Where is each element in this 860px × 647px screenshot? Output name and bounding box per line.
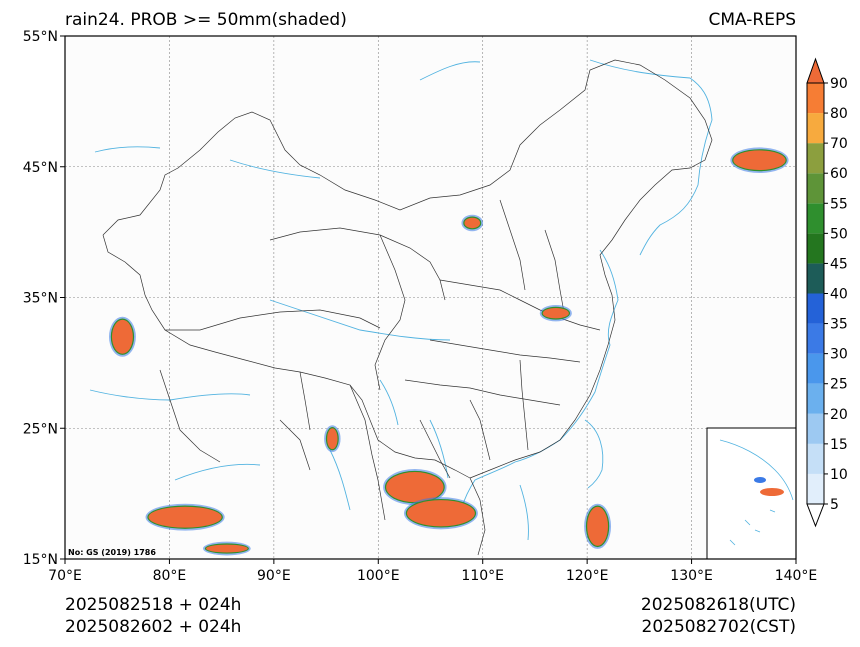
colorbar-label: 40 bbox=[830, 287, 848, 303]
lon-tick-label: 140°E bbox=[775, 568, 818, 584]
south-china-sea-inset bbox=[706, 427, 797, 560]
lat-tick-label: 15°N bbox=[23, 552, 58, 568]
colorbar-label: 50 bbox=[830, 226, 848, 242]
colorbar-label: 90 bbox=[830, 76, 848, 92]
map-axes: 55°N 45°N 35°N 25°N 15°N70°E 80°E 90°E 100°E 110… bbox=[23, 29, 818, 584]
colorbar-segment bbox=[807, 473, 824, 504]
lat-tick-label: 25°N bbox=[23, 421, 58, 437]
colorbar-segment bbox=[807, 323, 824, 354]
review-number: No: GS (2019) 1786 bbox=[68, 548, 156, 557]
lat-tick-label: 35°N bbox=[23, 291, 58, 307]
prob-high bbox=[327, 428, 338, 450]
colorbar-label: 70 bbox=[830, 136, 848, 152]
model-name: CMA-REPS bbox=[708, 10, 796, 30]
init-time-utc: 2025082518 + 024h bbox=[65, 595, 241, 615]
colorbar-segment bbox=[807, 113, 824, 144]
lon-tick-label: 130°E bbox=[670, 568, 713, 584]
colorbar-segment bbox=[807, 293, 824, 324]
colorbar-label: 55 bbox=[830, 196, 848, 212]
colorbar: 5 10 15 20 25 30 35 40 45 50 55 60 70 80 90 bbox=[806, 57, 848, 528]
colorbar-segment bbox=[807, 83, 824, 114]
colorbar-label: 5 bbox=[830, 497, 839, 513]
prob-high bbox=[386, 472, 444, 503]
valid-time-utc: 2025082618(UTC) bbox=[641, 595, 796, 615]
init-time-cst: 2025082602 + 024h bbox=[65, 617, 241, 637]
colorbar-label: 35 bbox=[830, 317, 848, 333]
colorbar-segment bbox=[807, 383, 824, 414]
prob-high bbox=[542, 307, 569, 319]
map-title: rain24. PROB >= 50mm(shaded) bbox=[65, 10, 347, 30]
colorbar-segment bbox=[807, 443, 824, 474]
probability-shading bbox=[108, 147, 789, 556]
colorbar-label: 25 bbox=[830, 377, 848, 393]
colorbar-segment bbox=[807, 263, 824, 294]
colorbar-segment bbox=[807, 173, 824, 204]
colorbar-segment bbox=[807, 413, 824, 444]
colorbar-segment bbox=[807, 143, 824, 174]
lon-tick-label: 70°E bbox=[48, 568, 82, 584]
prob-high bbox=[111, 319, 133, 354]
gridlines bbox=[65, 36, 796, 559]
lat-tick-label: 55°N bbox=[23, 29, 58, 45]
colorbar-label: 80 bbox=[830, 106, 848, 122]
prob-high bbox=[205, 544, 248, 553]
colorbar-label: 30 bbox=[830, 347, 848, 363]
prob-high bbox=[148, 506, 222, 528]
lat-tick-label: 45°N bbox=[23, 160, 58, 176]
prob-high bbox=[407, 500, 475, 527]
lon-tick-label: 120°E bbox=[566, 568, 609, 584]
colorbar-segment bbox=[807, 233, 824, 264]
coastlines bbox=[89, 59, 713, 541]
lon-tick-label: 90°E bbox=[257, 568, 291, 584]
valid-time-cst: 2025082702(CST) bbox=[642, 617, 796, 637]
colorbar-label: 45 bbox=[830, 256, 848, 272]
lon-tick-label: 100°E bbox=[357, 568, 400, 584]
colorbar-segment bbox=[807, 353, 824, 384]
lon-tick-label: 80°E bbox=[153, 568, 187, 584]
boundaries bbox=[102, 59, 713, 556]
prob-high bbox=[733, 150, 786, 171]
lon-tick-label: 110°E bbox=[461, 568, 504, 584]
prob-high bbox=[464, 217, 481, 229]
colorbar-label: 10 bbox=[830, 467, 848, 483]
colorbar-label: 15 bbox=[830, 437, 848, 453]
colorbar-label: 60 bbox=[830, 166, 848, 182]
colorbar-label: 20 bbox=[830, 407, 848, 423]
colorbar-segment bbox=[807, 203, 824, 234]
prob-high bbox=[587, 506, 609, 546]
